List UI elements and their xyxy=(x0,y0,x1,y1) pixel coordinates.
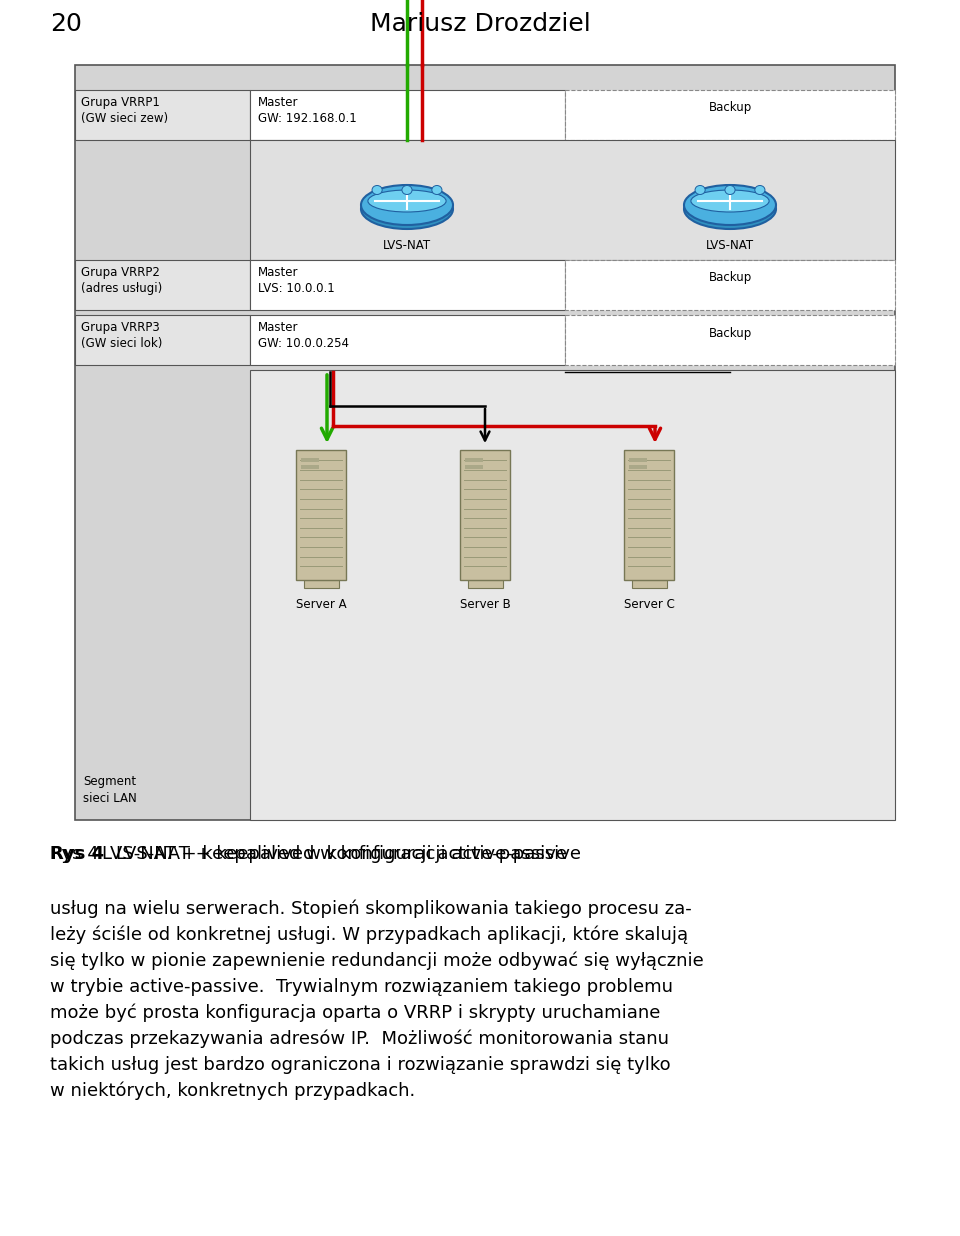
Ellipse shape xyxy=(368,190,446,213)
Text: Segment: Segment xyxy=(83,775,136,789)
Text: się tylko w pionie zapewnienie redundancji może odbywać się wyłącznie: się tylko w pionie zapewnienie redundanc… xyxy=(50,952,704,970)
Bar xyxy=(301,465,319,468)
Ellipse shape xyxy=(725,185,735,194)
Ellipse shape xyxy=(695,185,706,194)
Text: Backup: Backup xyxy=(708,326,752,340)
Bar xyxy=(465,459,483,462)
Bar xyxy=(565,260,895,310)
Text: Rys 4   LVS-NAT + keepalived w konfiguracji active-passive: Rys 4 LVS-NAT + keepalived w konfiguracj… xyxy=(50,845,581,863)
Text: Server C: Server C xyxy=(624,598,675,611)
Text: 20: 20 xyxy=(50,12,82,36)
Text: usług na wielu serwerach. Stopień skomplikowania takiego procesu za-: usług na wielu serwerach. Stopień skompl… xyxy=(50,900,692,918)
Bar xyxy=(460,450,510,580)
Text: Master: Master xyxy=(258,266,299,279)
Ellipse shape xyxy=(372,185,382,194)
Bar xyxy=(296,450,346,580)
Text: Master: Master xyxy=(258,96,299,109)
Text: (GW sieci lok): (GW sieci lok) xyxy=(81,337,162,350)
Text: może być prosta konfiguracja oparta o VRRP i skrypty uruchamiane: może być prosta konfiguracja oparta o VR… xyxy=(50,1004,660,1022)
Bar xyxy=(624,450,674,580)
Bar xyxy=(629,465,646,468)
Text: LVS: 10.0.0.1: LVS: 10.0.0.1 xyxy=(258,282,335,295)
Bar xyxy=(75,315,250,365)
Text: LVS-NAT: LVS-NAT xyxy=(706,239,754,252)
Text: w niektórych, konkretnych przypadkach.: w niektórych, konkretnych przypadkach. xyxy=(50,1082,416,1100)
Text: Rys 4: Rys 4 xyxy=(50,845,104,863)
Ellipse shape xyxy=(361,185,453,225)
Text: Master: Master xyxy=(258,321,299,334)
Text: takich usług jest bardzo ograniczona i rozwiązanie sprawdzi się tylko: takich usług jest bardzo ograniczona i r… xyxy=(50,1056,671,1074)
Bar xyxy=(468,580,502,588)
Text: (adres usługi): (adres usługi) xyxy=(81,282,162,295)
Text: w trybie active-passive.  Trywialnym rozwiązaniem takiego problemu: w trybie active-passive. Trywialnym rozw… xyxy=(50,978,673,996)
Text: podczas przekazywania adresów IP.  Możliwość monitorowania stanu: podczas przekazywania adresów IP. Możliw… xyxy=(50,1030,669,1048)
Bar xyxy=(301,459,319,462)
Text: (GW sieci zew): (GW sieci zew) xyxy=(81,112,168,125)
Text: Backup: Backup xyxy=(708,272,752,284)
Bar xyxy=(565,315,895,365)
Bar xyxy=(250,370,895,819)
Bar xyxy=(250,260,565,310)
Bar xyxy=(75,260,250,310)
Ellipse shape xyxy=(361,189,453,229)
Ellipse shape xyxy=(432,185,442,194)
Ellipse shape xyxy=(755,185,765,194)
Ellipse shape xyxy=(684,189,776,229)
Bar xyxy=(250,315,565,365)
Text: GW: 192.168.0.1: GW: 192.168.0.1 xyxy=(258,112,357,125)
Text: Grupa VRRP3: Grupa VRRP3 xyxy=(81,321,159,334)
Text: LVS-NAT: LVS-NAT xyxy=(383,239,431,252)
Bar xyxy=(565,90,895,140)
Bar xyxy=(75,90,250,140)
Text: Server B: Server B xyxy=(460,598,511,611)
Ellipse shape xyxy=(691,190,769,213)
Bar xyxy=(75,66,895,819)
Bar xyxy=(250,140,895,260)
Ellipse shape xyxy=(684,185,776,225)
Bar xyxy=(465,465,483,468)
Bar xyxy=(303,580,339,588)
Text: Grupa VRRP1: Grupa VRRP1 xyxy=(81,96,160,109)
Text: Backup: Backup xyxy=(708,101,752,115)
Bar xyxy=(632,580,666,588)
Text: leży ściśle od konkretnej usługi. W przypadkach aplikacji, które skalują: leży ściśle od konkretnej usługi. W przy… xyxy=(50,926,688,944)
Text: sieci LAN: sieci LAN xyxy=(83,792,136,805)
Text: GW: 10.0.0.254: GW: 10.0.0.254 xyxy=(258,337,349,350)
Text: Grupa VRRP2: Grupa VRRP2 xyxy=(81,266,160,279)
Ellipse shape xyxy=(402,185,412,194)
Text: LVS-NAT + keepalived w konfiguracji active-passive: LVS-NAT + keepalived w konfiguracji acti… xyxy=(102,845,567,863)
Text: Server A: Server A xyxy=(296,598,347,611)
Text: Mariusz Drozdziel: Mariusz Drozdziel xyxy=(370,12,590,36)
Bar xyxy=(629,459,646,462)
Bar xyxy=(250,90,565,140)
